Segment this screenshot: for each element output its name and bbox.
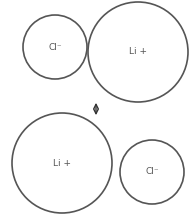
Circle shape bbox=[120, 140, 184, 204]
Circle shape bbox=[12, 113, 112, 213]
Circle shape bbox=[88, 2, 188, 102]
Text: Cl⁻: Cl⁻ bbox=[48, 43, 62, 51]
Circle shape bbox=[23, 15, 87, 79]
Text: Li +: Li + bbox=[53, 158, 71, 168]
Text: Li +: Li + bbox=[129, 48, 147, 56]
Text: Cl⁻: Cl⁻ bbox=[145, 168, 159, 176]
